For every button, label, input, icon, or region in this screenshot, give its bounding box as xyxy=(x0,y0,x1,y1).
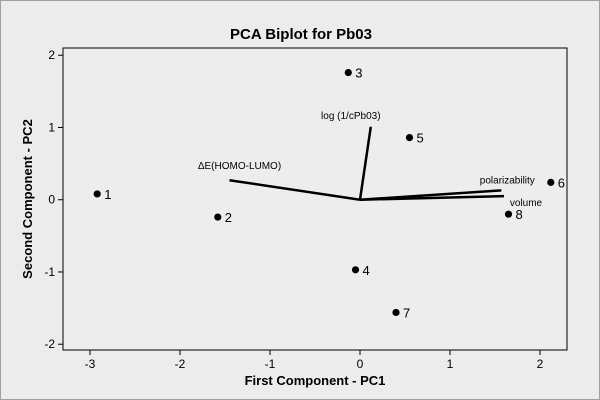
score-point xyxy=(214,213,222,221)
score-point-label: 6 xyxy=(558,175,565,190)
x-tick-label: -3 xyxy=(85,357,96,371)
plot-area xyxy=(62,47,568,351)
y-axis-label: Second Component - PC2 xyxy=(20,119,35,279)
x-axis-label: First Component - PC1 xyxy=(245,373,386,388)
axis-ticks: -3 -2 -1 0 1 2 -2 -1 0 1 2 xyxy=(44,48,543,371)
score-point-label: 1 xyxy=(104,187,111,202)
loading-vector-label: ΔE(HOMO-LUMO) xyxy=(198,161,281,172)
chart-title: PCA Biplot for Pb03 xyxy=(230,26,372,43)
loading-vector-line xyxy=(359,194,505,201)
score-point xyxy=(547,178,555,186)
y-tick-label: 2 xyxy=(48,48,55,62)
x-tick-label: 1 xyxy=(447,357,454,371)
score-point-label: 4 xyxy=(363,263,370,278)
y-tick-label: 1 xyxy=(48,120,55,134)
score-point xyxy=(392,308,400,317)
score-point xyxy=(93,190,101,198)
x-tick-label: -1 xyxy=(265,357,276,371)
x-tick-label: -2 xyxy=(175,357,186,371)
score-point-label: 8 xyxy=(516,207,523,222)
score-point-label: 2 xyxy=(225,210,232,225)
loading-vectors: log (1/cPb03) ΔE(HOMO-LUMO) polarizability… xyxy=(198,111,543,209)
loading-vector-label: polarizability xyxy=(480,175,535,186)
score-point xyxy=(344,68,352,77)
y-tick-label: -2 xyxy=(44,337,55,351)
score-point xyxy=(405,133,414,142)
score-point-label: 7 xyxy=(403,305,410,320)
score-point-label: 3 xyxy=(355,66,362,81)
y-tick-label: 0 xyxy=(48,193,55,207)
score-point-label: 5 xyxy=(417,131,424,146)
x-tick-label: 2 xyxy=(537,357,544,371)
score-point xyxy=(351,266,360,274)
score-point xyxy=(504,210,513,218)
y-tick-label: -1 xyxy=(44,265,55,279)
x-tick-label: 0 xyxy=(357,357,364,371)
score-points: 1 2 3 4 5 6 7 8 xyxy=(93,66,565,320)
loading-vector-label: volume xyxy=(510,198,543,209)
loading-vector-line xyxy=(229,178,361,201)
loading-vector-line xyxy=(358,126,373,200)
loading-vector-label: log (1/cPb03) xyxy=(321,111,380,122)
